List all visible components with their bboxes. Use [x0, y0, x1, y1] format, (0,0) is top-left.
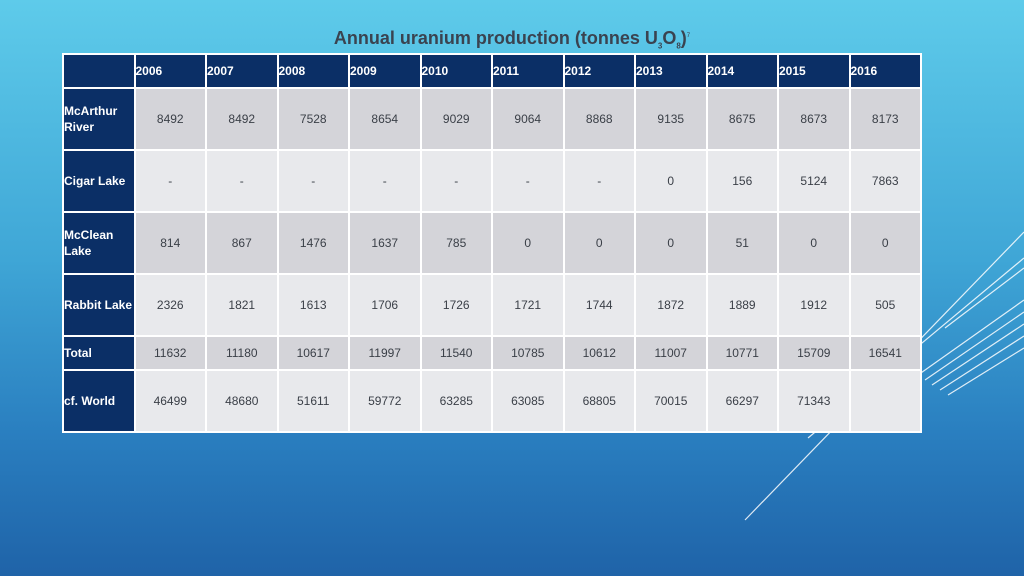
- table-cell: 51611: [276, 369, 350, 433]
- table-cell: 63085: [491, 369, 565, 433]
- table-cell: 1613: [276, 273, 350, 337]
- table-cell: 0: [562, 211, 636, 275]
- column-header: 2015: [777, 53, 851, 89]
- table-cell: 2326: [133, 273, 207, 337]
- row-label: cf. World: [62, 369, 136, 433]
- table-cell: 0: [634, 211, 708, 275]
- table-cell: 814: [133, 211, 207, 275]
- row-label: Rabbit Lake: [62, 273, 136, 337]
- column-header: 2007: [205, 53, 279, 89]
- table-cell: 46499: [133, 369, 207, 433]
- table-cell: 1889: [705, 273, 779, 337]
- table-cell: 59772: [348, 369, 422, 433]
- table-cell: 8492: [133, 87, 207, 151]
- table-cell: 1744: [562, 273, 636, 337]
- column-header: 2012: [562, 53, 636, 89]
- table-cell: 156: [705, 149, 779, 213]
- table-row: McClean Lake 814 867 1476 1637 785 0 0 0…: [62, 211, 922, 275]
- table-cell: 15709: [777, 335, 851, 371]
- table-cell: 10617: [276, 335, 350, 371]
- table-cell: 7528: [276, 87, 350, 151]
- table-cell: 11997: [348, 335, 422, 371]
- table-cell: 16541: [848, 335, 922, 371]
- table-cell: 0: [634, 149, 708, 213]
- table-cell: 10612: [562, 335, 636, 371]
- table-cell: 1872: [634, 273, 708, 337]
- table-cell: -: [133, 149, 207, 213]
- table-cell: -: [491, 149, 565, 213]
- table-cell: 48680: [205, 369, 279, 433]
- table-cell: 0: [848, 211, 922, 275]
- table-cell: 867: [205, 211, 279, 275]
- table-cell: 11007: [634, 335, 708, 371]
- row-label: McArthur River: [62, 87, 136, 151]
- corner-cell: [62, 53, 136, 89]
- table-cell: 1476: [276, 211, 350, 275]
- page-title: Annual uranium production (tonnes U3O8)7: [333, 28, 691, 51]
- table-cell: -: [419, 149, 493, 213]
- table-cell: 0: [491, 211, 565, 275]
- table-cell: 71343: [777, 369, 851, 433]
- table-cell: 8675: [705, 87, 779, 151]
- column-header: 2006: [133, 53, 207, 89]
- table-cell: 1912: [777, 273, 851, 337]
- column-header: 2010: [419, 53, 493, 89]
- table-cell: 10771: [705, 335, 779, 371]
- production-table: 2006 2007 2008 2009 2010 2011 2012 2013 …: [62, 53, 922, 433]
- table-cell: -: [205, 149, 279, 213]
- table-cell: 8173: [848, 87, 922, 151]
- table-cell: 505: [848, 273, 922, 337]
- table-cell: [848, 369, 922, 433]
- column-header: 2008: [276, 53, 350, 89]
- table-cell: 1637: [348, 211, 422, 275]
- table-cell: 51: [705, 211, 779, 275]
- table-cell: 11632: [133, 335, 207, 371]
- table-cell: 70015: [634, 369, 708, 433]
- table-cell: 68805: [562, 369, 636, 433]
- table-cell: 785: [419, 211, 493, 275]
- row-label: Total: [62, 335, 136, 371]
- table-cell: 5124: [777, 149, 851, 213]
- table-cell: 10785: [491, 335, 565, 371]
- table-cell: 63285: [419, 369, 493, 433]
- row-label: Cigar Lake: [62, 149, 136, 213]
- table-row: McArthur River 8492 8492 7528 8654 9029 …: [62, 87, 922, 151]
- table-cell: 11540: [419, 335, 493, 371]
- column-header: 2011: [491, 53, 565, 89]
- table-cell: 1821: [205, 273, 279, 337]
- table-cell: 11180: [205, 335, 279, 371]
- table-cell: 1706: [348, 273, 422, 337]
- table-row: Cigar Lake - - - - - - - 0 156 5124 7863: [62, 149, 922, 213]
- table-cell: 0: [777, 211, 851, 275]
- column-header: 2016: [848, 53, 922, 89]
- table-cell: 7863: [848, 149, 922, 213]
- row-label: McClean Lake: [62, 211, 136, 275]
- table-cell: 9135: [634, 87, 708, 151]
- table-cell: 8673: [777, 87, 851, 151]
- table-cell: 8868: [562, 87, 636, 151]
- table-cell: 8654: [348, 87, 422, 151]
- column-header: 2009: [348, 53, 422, 89]
- column-header: 2014: [705, 53, 779, 89]
- table-cell: 1726: [419, 273, 493, 337]
- table-cell: 1721: [491, 273, 565, 337]
- table-cell: -: [348, 149, 422, 213]
- table-cell: 66297: [705, 369, 779, 433]
- table-cell: 9064: [491, 87, 565, 151]
- table-cell: -: [276, 149, 350, 213]
- table-row: Total 11632 11180 10617 11997 11540 1078…: [62, 335, 922, 371]
- table-cell: 9029: [419, 87, 493, 151]
- column-header: 2013: [634, 53, 708, 89]
- table-cell: 8492: [205, 87, 279, 151]
- table-cell: -: [562, 149, 636, 213]
- header-row: 2006 2007 2008 2009 2010 2011 2012 2013 …: [62, 53, 922, 89]
- table-row: Rabbit Lake 2326 1821 1613 1706 1726 172…: [62, 273, 922, 337]
- table-row: cf. World 46499 48680 51611 59772 63285 …: [62, 369, 922, 433]
